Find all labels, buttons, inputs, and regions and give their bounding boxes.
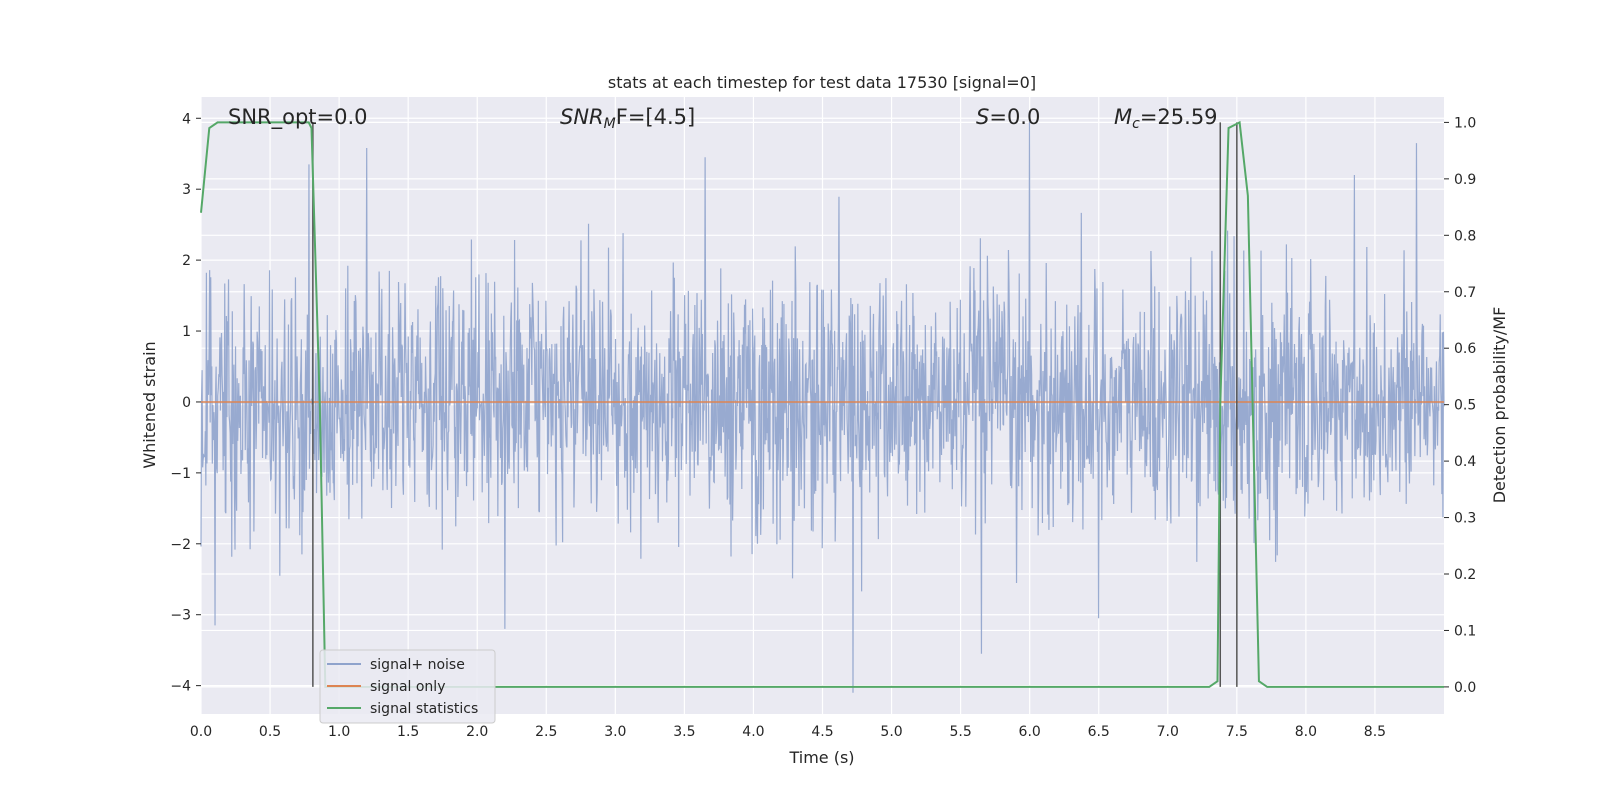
x-tick-label: 5.5 xyxy=(949,724,971,740)
y-tick-label: −2 xyxy=(170,537,191,553)
legend-label-signal-only: signal only xyxy=(370,679,445,695)
annotation-s-symbol: S xyxy=(976,105,989,129)
annotation-s: S=0.0 xyxy=(976,105,1040,129)
x-tick-label: 7.5 xyxy=(1226,724,1248,740)
x-tick-label: 1.0 xyxy=(328,724,350,740)
x-tick-label: 1.5 xyxy=(397,724,419,740)
y2-tick-label: 1.0 xyxy=(1454,115,1476,131)
y-tick-label: 1 xyxy=(182,324,191,340)
y2-tick-label: 0.4 xyxy=(1454,454,1476,470)
legend-box xyxy=(319,649,496,724)
x-tick-label: 0.5 xyxy=(259,724,281,740)
y-axis-ticks: −4 −3 −2 −1 0 1 2 3 4 xyxy=(170,111,201,695)
y-tick-label: 2 xyxy=(182,253,191,269)
y2-tick-label: 0.9 xyxy=(1454,172,1476,188)
x-tick-label: 6.5 xyxy=(1088,724,1110,740)
y2-tick-label: 0.8 xyxy=(1454,228,1476,244)
x-axis-ticks: 0.0 0.5 1.0 1.5 2.0 2.5 3.0 3.5 4.0 4.5 5.0 5.5 6.0 6… xyxy=(190,724,1386,740)
y-tick-label: 4 xyxy=(182,111,191,127)
annotation-snr-opt: SNR_opt=0.0 xyxy=(228,105,368,130)
y2-tick-label: 0.1 xyxy=(1454,623,1476,639)
y-tick-label: 0 xyxy=(182,395,191,411)
x-tick-label: 7.0 xyxy=(1157,724,1179,740)
legend-label-noise: signal+ noise xyxy=(370,657,465,673)
x-tick-label: 3.5 xyxy=(673,724,695,740)
y-tick-label: −4 xyxy=(170,679,191,695)
y-axis-label: Whitened strain xyxy=(140,341,159,468)
y2-axis-ticks: 0.0 0.1 0.2 0.3 0.4 0.5 0.6 0.7 0.8 0.9 1.0 xyxy=(1444,115,1476,696)
x-tick-label: 5.0 xyxy=(880,724,902,740)
x-tick-label: 6.0 xyxy=(1019,724,1041,740)
annotation-snr-mf-value: F=[4.5] xyxy=(616,105,695,129)
y2-tick-label: 0.6 xyxy=(1454,341,1476,357)
y2-axis-label: Detection probability/MF xyxy=(1490,307,1509,504)
x-tick-label: 4.5 xyxy=(811,724,833,740)
annotation-mc: Mc=25.59 xyxy=(1114,105,1218,132)
annotation-snr-mf-subscript: M xyxy=(604,116,616,132)
annotation-snr-mf-symbol: SNR xyxy=(560,105,604,129)
x-tick-label: 4.0 xyxy=(742,724,764,740)
x-tick-label: 2.0 xyxy=(466,724,488,740)
x-tick-label: 2.5 xyxy=(535,724,557,740)
y-tick-label: 3 xyxy=(182,182,191,198)
y2-tick-label: 0.0 xyxy=(1454,680,1476,696)
annotation-snr-mf: SNRMF=[4.5] xyxy=(560,105,695,132)
x-tick-label: 8.5 xyxy=(1364,724,1386,740)
y2-tick-label: 0.3 xyxy=(1454,511,1476,527)
legend: signal+ noise signal only signal statist… xyxy=(319,649,496,724)
y2-tick-label: 0.2 xyxy=(1454,567,1476,583)
x-tick-label: 8.0 xyxy=(1295,724,1317,740)
annotation-mc-symbol: M xyxy=(1114,105,1132,129)
series-signal-statistics xyxy=(200,120,1444,688)
y2-tick-label: 0.7 xyxy=(1454,285,1476,301)
x-axis-label: Time (s) xyxy=(788,748,854,767)
annotation-mc-value: =25.59 xyxy=(1140,105,1218,129)
chart-title: stats at each timestep for test data 175… xyxy=(608,73,1036,92)
x-tick-label: 3.0 xyxy=(604,724,626,740)
y2-tick-label: 0.5 xyxy=(1454,398,1476,414)
legend-label-statistics: signal statistics xyxy=(370,701,478,717)
annotation-mc-subscript: c xyxy=(1132,116,1140,132)
x-tick-label: 0.0 xyxy=(190,724,212,740)
annotation-s-value: =0.0 xyxy=(989,105,1040,129)
y-tick-label: −3 xyxy=(170,608,191,624)
y-tick-label: −1 xyxy=(170,466,191,482)
